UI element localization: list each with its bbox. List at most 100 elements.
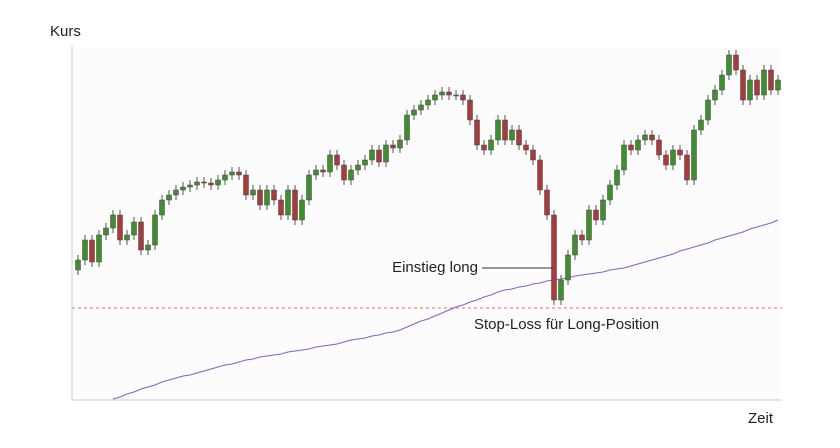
candle-body	[488, 139, 494, 151]
candle-body	[383, 144, 389, 163]
candle-body	[481, 144, 487, 151]
candle-body	[614, 169, 620, 186]
candle-body	[313, 169, 319, 176]
candle-body	[187, 184, 193, 188]
candle-body	[747, 79, 753, 101]
candle-body	[453, 94, 459, 97]
candle-body	[411, 109, 417, 116]
candle-body	[635, 139, 641, 151]
candle-body	[495, 119, 501, 141]
candle-body	[334, 154, 340, 166]
candle-body	[509, 129, 515, 141]
candle-body	[82, 239, 88, 261]
candle-body	[523, 144, 529, 151]
candle-body	[761, 69, 767, 96]
candle-body	[208, 182, 214, 186]
candle-body	[768, 69, 774, 91]
candle-body	[439, 91, 445, 96]
candle-body	[726, 54, 732, 76]
candle-body	[89, 239, 95, 263]
candle-body	[229, 171, 235, 176]
candle-body	[390, 144, 396, 149]
candle-body	[544, 189, 550, 216]
candle-body	[628, 144, 634, 151]
candle-body	[775, 79, 781, 91]
candle-body	[516, 129, 522, 146]
candle-body	[348, 169, 354, 181]
candle-body	[355, 164, 361, 171]
candle-body	[152, 214, 158, 246]
candle-body	[642, 134, 648, 141]
candle-body	[712, 89, 718, 101]
candle-body	[663, 154, 669, 166]
candle-body	[432, 94, 438, 101]
plot-area	[72, 48, 780, 400]
candle-body	[131, 221, 137, 236]
stop-loss-label: Stop-Loss für Long-Position	[474, 316, 659, 333]
candle-body	[656, 139, 662, 156]
candle-body	[467, 99, 473, 121]
candle-body	[404, 114, 410, 141]
entry-label: Einstieg long	[392, 259, 478, 276]
candle-body	[698, 119, 704, 131]
candle-body	[551, 214, 557, 301]
candle-body	[362, 159, 368, 166]
candle-body	[103, 227, 109, 236]
candle-body	[138, 221, 144, 251]
candle-body	[733, 54, 739, 71]
candle-body	[621, 144, 627, 171]
candle-body	[180, 186, 186, 191]
candle-body	[530, 149, 536, 161]
candle-body	[257, 189, 263, 206]
candle-body	[572, 234, 578, 256]
candle-body	[166, 194, 172, 201]
candle-body	[579, 234, 585, 241]
candle-body	[250, 189, 256, 196]
candle-body	[740, 69, 746, 101]
candle-body	[593, 209, 599, 221]
candle-body	[684, 154, 690, 181]
candle-body	[285, 189, 291, 216]
candle-body	[96, 234, 102, 263]
candle-body	[677, 149, 683, 156]
candle-body	[565, 254, 571, 281]
y-axis-label: Kurs	[50, 23, 81, 40]
candle-body	[649, 134, 655, 141]
candle-body	[145, 244, 151, 251]
candle-body	[278, 199, 284, 216]
candle-body	[719, 74, 725, 91]
candle-body	[243, 174, 249, 196]
candle-body	[201, 181, 207, 184]
candle-body	[110, 214, 116, 229]
candle-body	[124, 234, 130, 241]
candle-body	[264, 189, 270, 206]
candle-body	[75, 259, 81, 271]
candle-body	[600, 199, 606, 221]
candle-body	[474, 119, 480, 146]
candle-body	[705, 99, 711, 121]
candle-body	[292, 189, 298, 221]
candle-body	[159, 199, 165, 216]
candle-body	[215, 179, 221, 186]
candle-body	[502, 119, 508, 141]
candle-body	[222, 174, 228, 181]
candle-body	[397, 139, 403, 149]
candle-body	[691, 129, 697, 181]
candle-body	[754, 79, 760, 96]
candle-body	[369, 149, 375, 161]
candle-body	[670, 149, 676, 166]
x-axis-label: Zeit	[748, 410, 774, 427]
candle-body	[607, 184, 613, 201]
candle-body	[460, 94, 466, 101]
candle-body	[537, 159, 543, 191]
candle-body	[586, 209, 592, 241]
moving-average	[112, 219, 779, 400]
candle-body	[558, 279, 564, 301]
candle-body	[299, 199, 305, 221]
candle-body	[320, 169, 326, 173]
candle-body	[341, 164, 347, 181]
candle-body	[271, 189, 277, 201]
candle-body	[117, 214, 123, 241]
candle-body	[194, 181, 200, 186]
